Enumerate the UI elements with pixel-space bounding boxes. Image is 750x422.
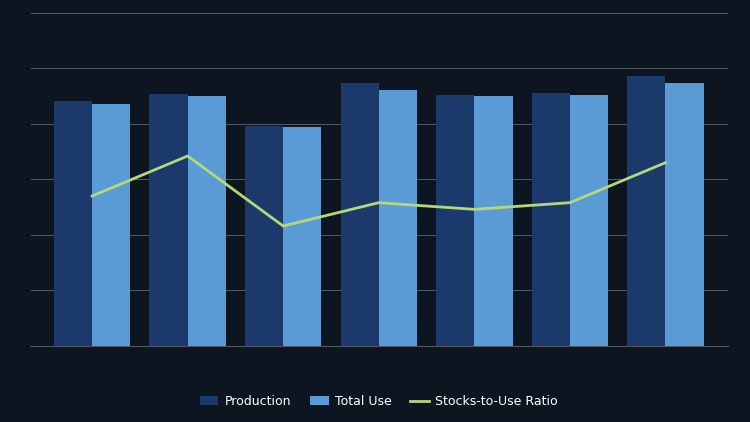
Bar	[54, 101, 92, 346]
Legend: Production, Total Use, Stocks-to-Use Ratio: Production, Total Use, Stocks-to-Use Rat…	[194, 390, 563, 413]
Bar	[284, 127, 322, 346]
Bar	[627, 76, 665, 346]
Bar	[665, 83, 704, 346]
Bar	[532, 92, 570, 346]
Bar	[570, 95, 608, 346]
Bar	[436, 95, 474, 346]
Bar	[379, 90, 417, 346]
Bar	[245, 126, 284, 346]
Bar	[188, 96, 226, 346]
Bar	[340, 83, 379, 346]
Bar	[92, 104, 130, 346]
Bar	[474, 96, 512, 346]
Bar	[149, 94, 188, 346]
